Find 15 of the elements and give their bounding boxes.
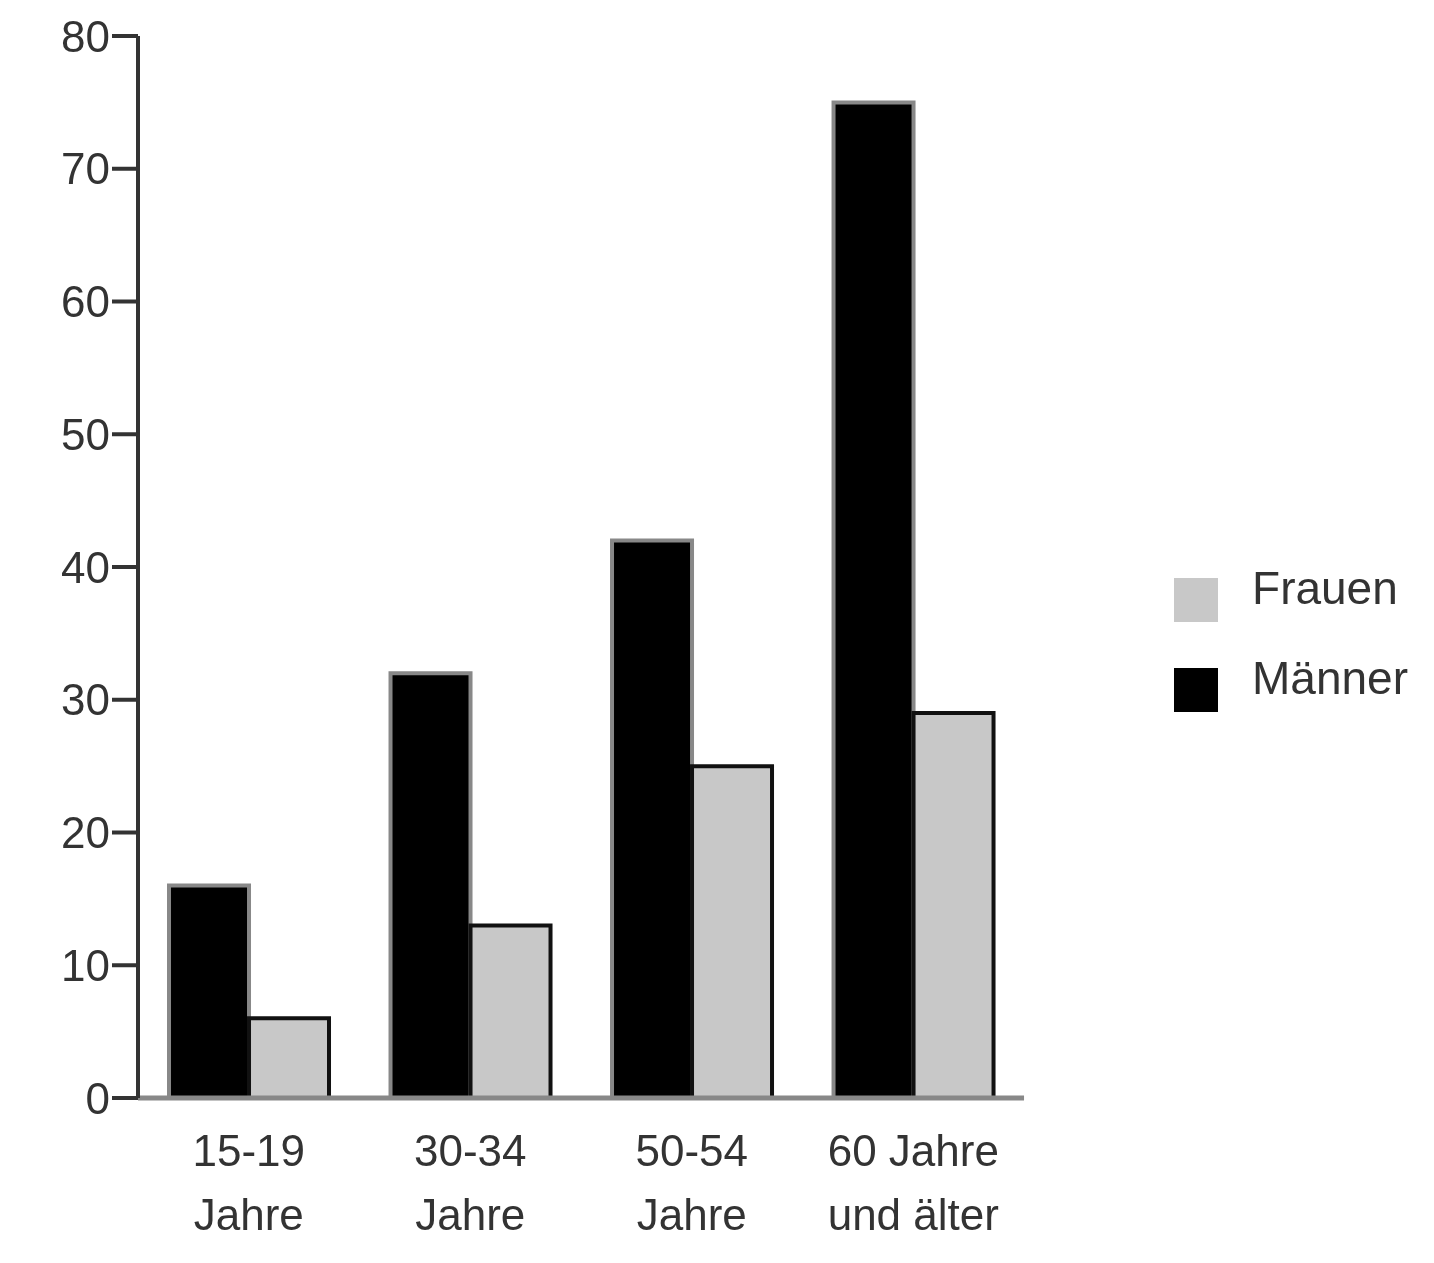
x-tick-label: 50-54 Jahre [635,1126,749,1239]
y-tick-label: 60 [61,277,110,327]
y-tick-label: 50 [61,409,110,459]
y-tick-label: 10 [61,940,110,990]
y-tick-label: 80 [61,11,110,61]
legend-label: Männer [1252,652,1408,704]
y-tick-label: 0 [85,1073,110,1123]
y-tick-label: 70 [61,144,110,194]
y-tick-label: 40 [61,542,110,592]
legend-label: Frauen [1252,562,1398,614]
y-tick-label: 20 [61,808,110,858]
y-tick-label: 30 [61,675,110,725]
x-tick-label: 30-34 Jahre [413,1126,527,1239]
x-tick-label: 15-19 Jahre [192,1126,306,1239]
x-tick-label: 60 Jahre und älter [827,1126,999,1239]
